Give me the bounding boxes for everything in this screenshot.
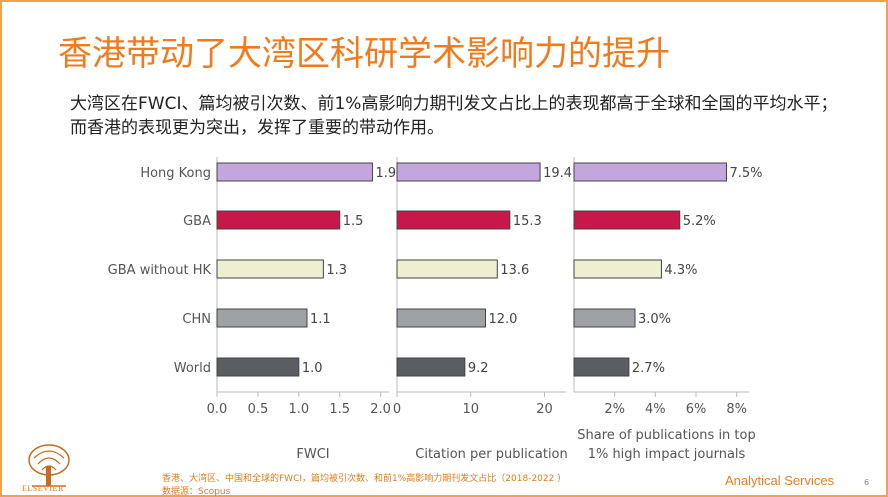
page-number: 6: [864, 478, 870, 487]
tick-label: 6%: [686, 402, 707, 417]
category-label: CHN: [182, 312, 211, 327]
tick-label: 8%: [726, 402, 747, 417]
tick-label: 2.0: [370, 402, 391, 417]
data-label: 12.0: [489, 312, 518, 327]
bar: [396, 162, 541, 182]
bar: [216, 162, 373, 182]
bar: [396, 210, 511, 230]
tick-label: 1.0: [288, 402, 309, 417]
bar: [216, 357, 300, 377]
category-label: GBA: [183, 214, 211, 229]
axis-title: 1% high impact journals: [588, 447, 746, 462]
tick-label: 1.5: [329, 402, 350, 417]
data-label: 2.7%: [632, 361, 665, 376]
category-label: GBA without HK: [108, 263, 212, 278]
tick-label: 0: [393, 402, 401, 417]
bar: [573, 357, 630, 377]
axis-title: Share of publications in top: [577, 428, 755, 443]
data-label: 15.3: [513, 214, 542, 229]
tick-label: 0.0: [207, 402, 228, 417]
bar: [396, 308, 486, 328]
tick-label: 0.5: [248, 402, 269, 417]
data-label: 13.6: [500, 263, 529, 278]
data-label: 1.1: [310, 312, 331, 327]
data-label: 19.4: [543, 166, 572, 181]
bar: [396, 259, 498, 279]
tick-label: 10: [462, 402, 479, 417]
data-label: 1.3: [326, 263, 347, 278]
bar: [573, 210, 681, 230]
slide-subtitle: 大湾区在FWCI、篇均被引次数、前1%高影响力期刊发文占比上的表现都高于全球和全…: [70, 94, 838, 138]
data-label: 1.0: [302, 361, 323, 376]
tick-label: 2%: [604, 402, 625, 417]
bar: [216, 210, 341, 230]
bar: [573, 308, 636, 328]
axis-title: Citation per publication: [415, 447, 568, 462]
logo-text: ELSEVIER: [22, 484, 64, 493]
tick-label: 20: [536, 402, 553, 417]
slide-title: 香港带动了大湾区科研学术影响力的提升: [58, 34, 670, 74]
footnote: 香港、大湾区、中国和全球的FWCI，篇均被引次数、和前1%高影响力期刊发文占比（…: [162, 474, 567, 484]
bar: [216, 259, 324, 279]
tick-label: 4%: [645, 402, 666, 417]
bar: [396, 357, 466, 377]
data-label: 9.2: [468, 361, 489, 376]
brand-label: Analytical Services: [725, 473, 835, 488]
bar: [573, 162, 727, 182]
category-label: World: [174, 361, 211, 376]
data-label: 1.5: [343, 214, 364, 229]
data-label: 3.0%: [638, 312, 671, 327]
axis-title: FWCI: [296, 447, 329, 462]
bar: [573, 259, 662, 279]
category-label: Hong Kong: [140, 166, 211, 181]
data-label: 7.5%: [730, 166, 763, 181]
data-label: 1.9: [375, 166, 396, 181]
bar: [216, 308, 308, 328]
data-label: 5.2%: [683, 214, 716, 229]
data-source: 数据源：Scopus: [162, 487, 231, 497]
elsevier-logo: [28, 444, 70, 487]
data-label: 4.3%: [664, 263, 697, 278]
